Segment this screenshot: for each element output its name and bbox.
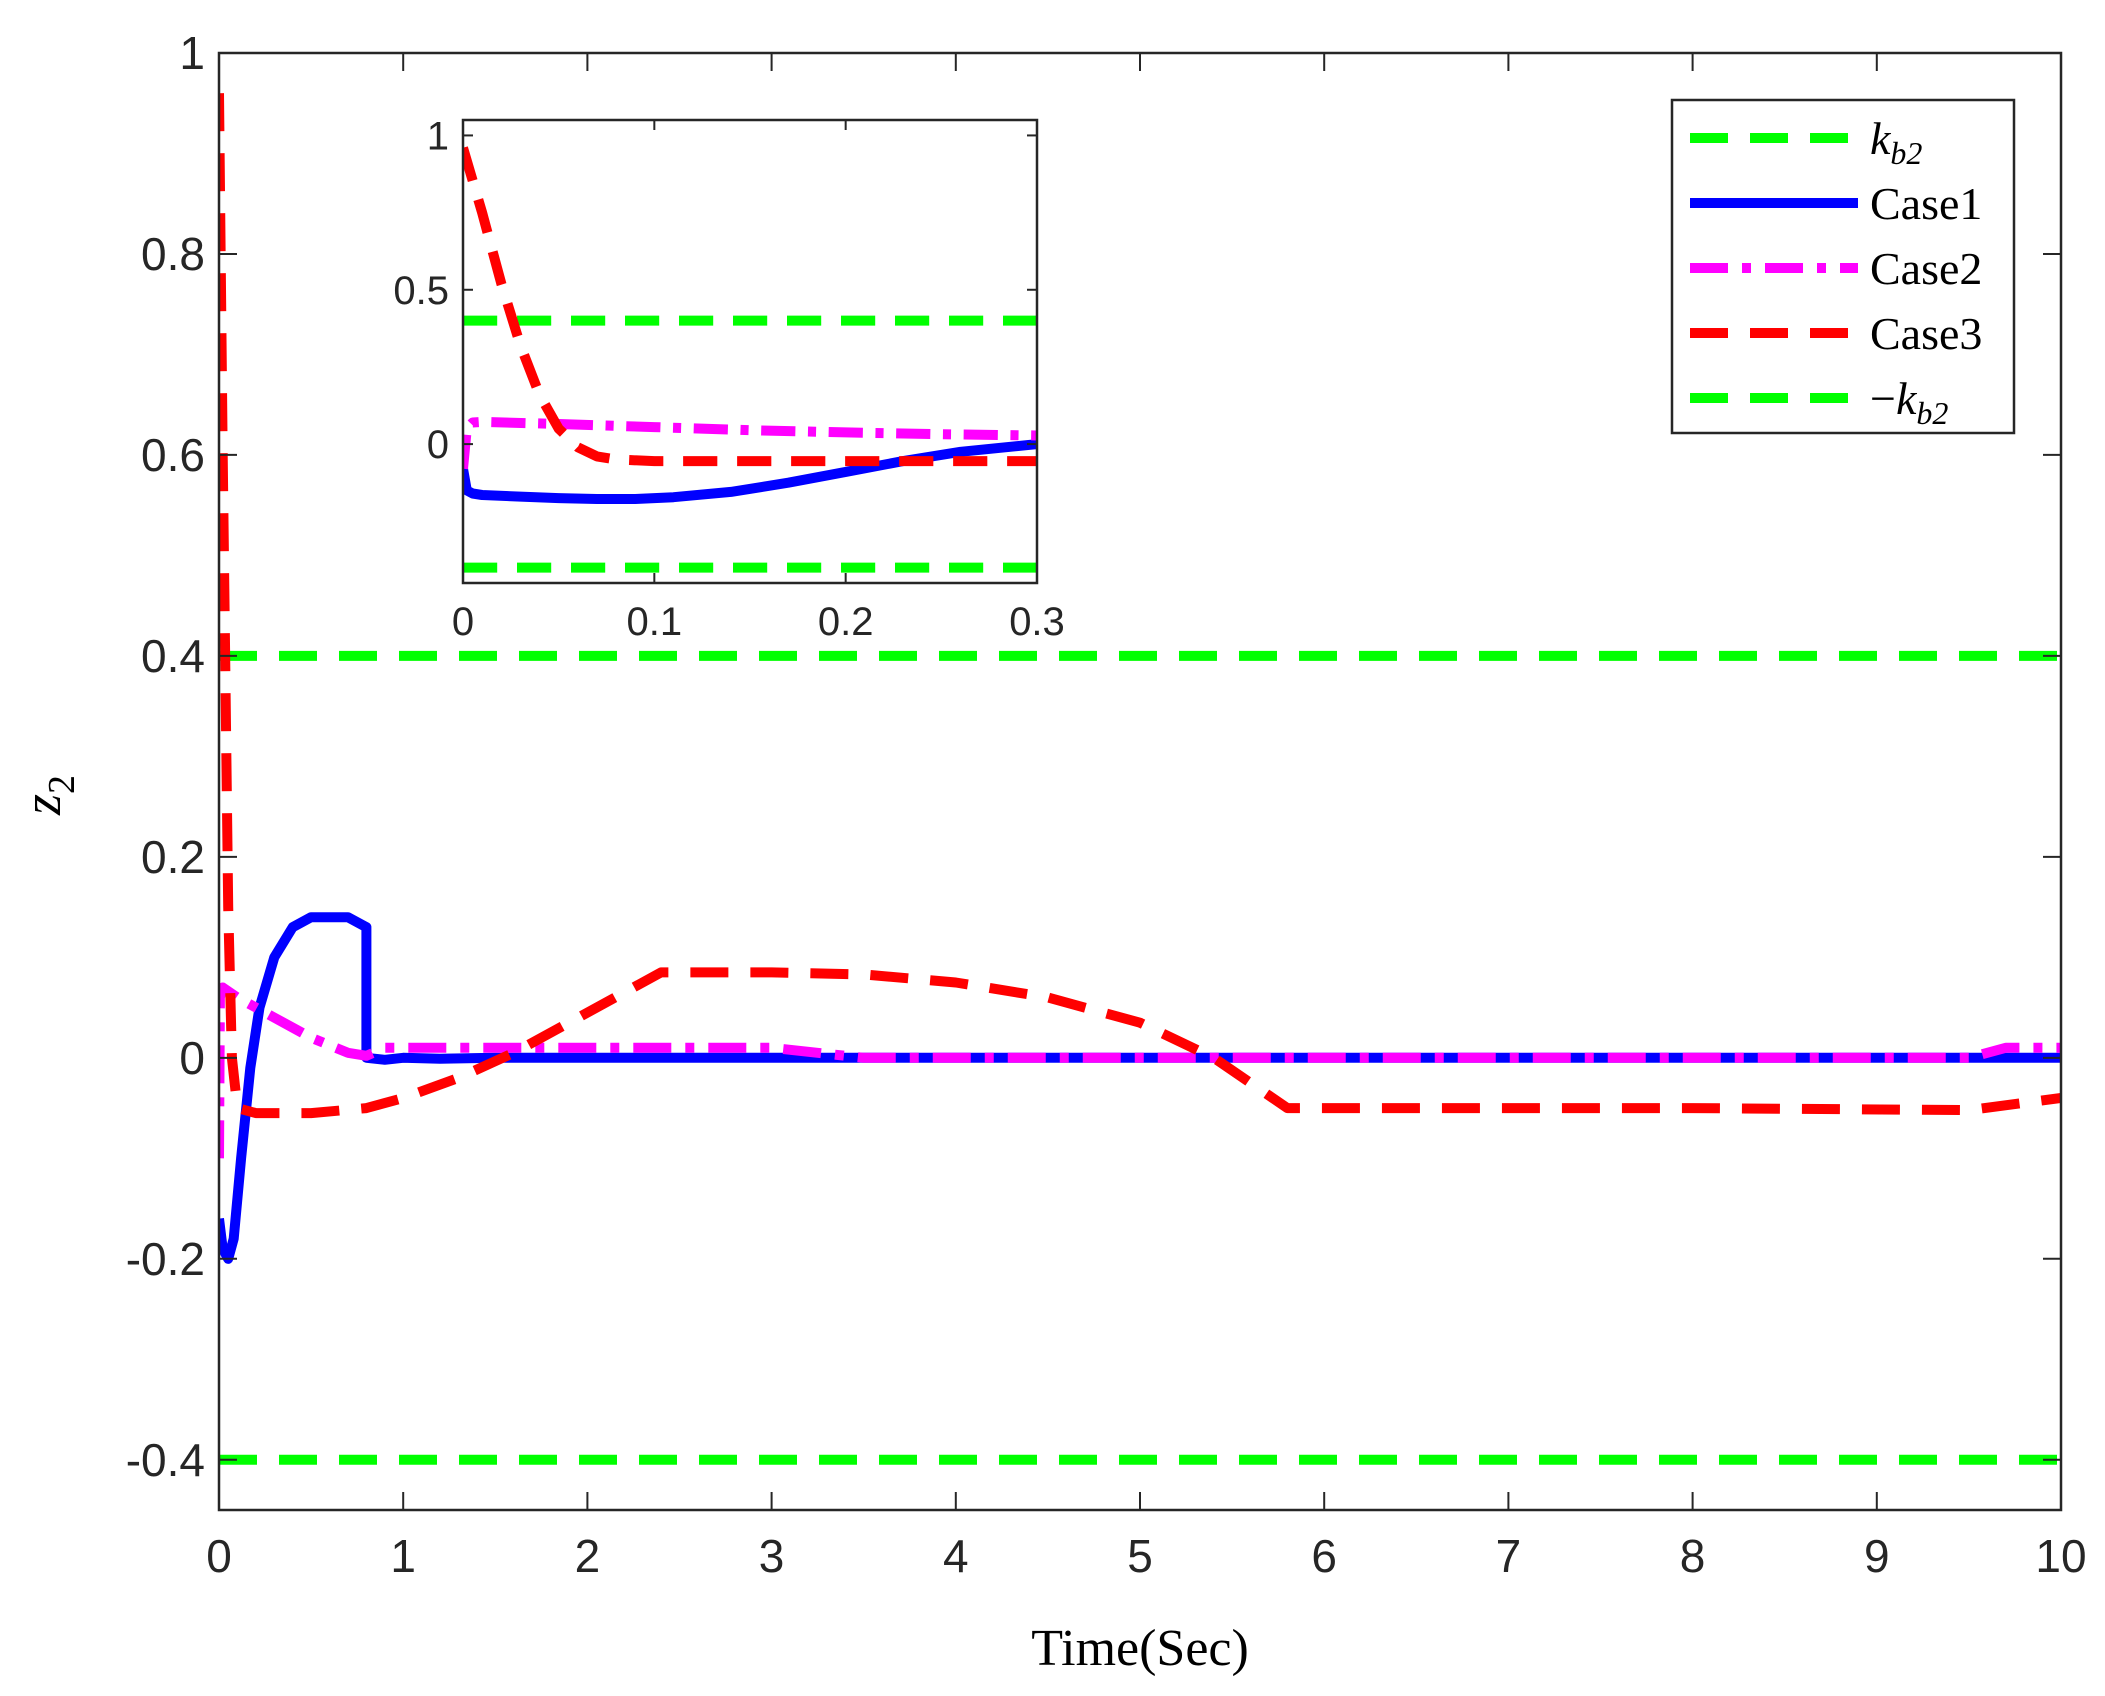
main-ytick-label: 0.4 — [141, 630, 205, 682]
inset-plot-area — [463, 120, 1037, 583]
y-axis-label-main: z — [12, 794, 72, 816]
y-axis-label-subscript: 2 — [41, 775, 83, 794]
main-xtick-label: 2 — [575, 1530, 601, 1582]
inset-series-clip — [463, 146, 1037, 573]
main-ytick-label: 1 — [179, 27, 205, 79]
legend-items: kb2 Case1 Case2 Case3 −kb2 — [1690, 113, 1982, 431]
main-ticks-group: 0 1 2 3 4 5 6 7 8 9 10-0.4-0.200.20.40.60.81 — [126, 27, 2087, 1582]
inset-xtick-label: 0.1 — [627, 600, 683, 644]
x-axis-label: Time(Sec) — [1031, 1620, 1249, 1677]
inset-xtick-label: 0.3 — [1009, 600, 1065, 644]
y-axis-label: z2 — [12, 775, 83, 816]
main-xtick-label: 1 — [390, 1530, 416, 1582]
legend-label-Case1: Case1 — [1870, 178, 1982, 229]
main-xtick-label: 5 — [1127, 1530, 1153, 1582]
main-xtick-label: 0 — [206, 1530, 232, 1582]
inset-xtick-label: 0.2 — [818, 600, 874, 644]
inset-series-Case2 — [463, 416, 1037, 470]
inset-series-group — [463, 146, 1037, 573]
legend: kb2 Case1 Case2 Case3 −kb2 — [1670, 98, 2016, 435]
main-ytick-label: -0.4 — [126, 1434, 205, 1486]
main-ytick-label: 0.2 — [141, 831, 205, 883]
inset-frame — [461, 118, 1039, 585]
legend-label-Case2: Case2 — [1870, 243, 1982, 294]
legend-label-kb2: kb2 — [1870, 113, 1922, 171]
main-xtick-label: 9 — [1864, 1530, 1890, 1582]
main-frame — [217, 51, 2063, 1512]
main-series-Case2 — [219, 982, 2061, 1159]
main-xtick-label: 8 — [1680, 1530, 1706, 1582]
main-ytick-label: 0.8 — [141, 228, 205, 280]
inset-series-Case3 — [463, 146, 1037, 467]
legend-label-neg-kb2: −kb2 — [1870, 373, 1948, 431]
main-ytick-label: 0 — [179, 1032, 205, 1084]
inset-axes: 0 0.1 0.2 0.3 0 0.5 1 — [393, 114, 1064, 644]
inset-ytick-label: 0 — [427, 423, 449, 467]
main-ytick-label: -0.2 — [126, 1233, 205, 1285]
main-xtick-label: 10 — [2035, 1530, 2086, 1582]
inset-xtick-label: 0 — [452, 600, 474, 644]
main-ytick-label: 0.6 — [141, 429, 205, 481]
inset-ticks-group: 0 0.1 0.2 0.3 0 0.5 1 — [393, 114, 1064, 644]
main-series-group — [219, 93, 2061, 1465]
inset-ytick-label: 0.5 — [393, 269, 449, 313]
y-axis-label-text: z2 — [12, 775, 83, 816]
main-xtick-label: 7 — [1496, 1530, 1522, 1582]
main-xtick-label: 3 — [759, 1530, 785, 1582]
legend-label-Case3: Case3 — [1870, 308, 1982, 359]
inset-ytick-label: 1 — [427, 114, 449, 158]
main-xtick-label: 4 — [943, 1530, 969, 1582]
inset-series-Case1 — [463, 439, 1037, 504]
main-series-clip — [219, 93, 2061, 1465]
main-xtick-label: 6 — [1311, 1530, 1337, 1582]
